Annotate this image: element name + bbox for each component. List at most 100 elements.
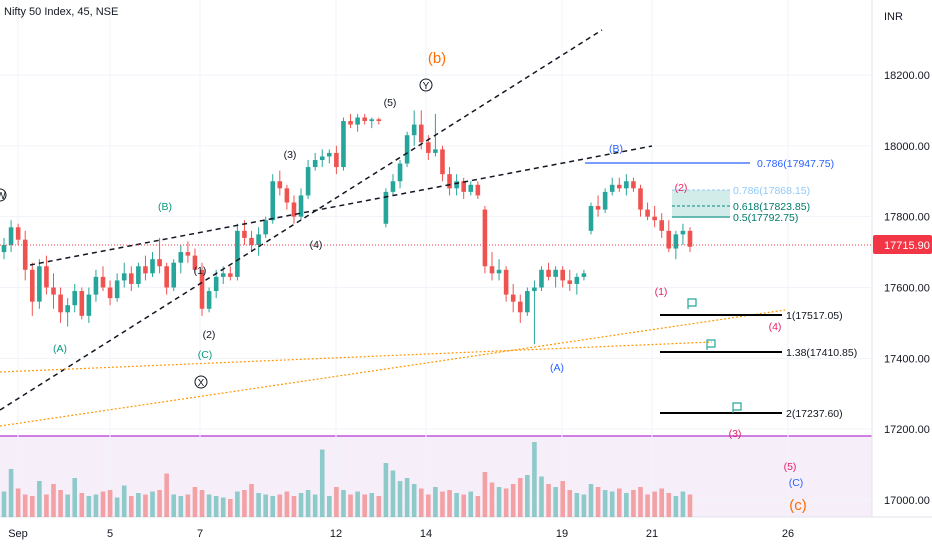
candles [1,110,693,345]
volume-bar [525,475,530,517]
volume-bar [129,496,134,517]
candle-body [595,206,601,210]
candle-body [348,121,353,125]
candle-body [616,184,622,189]
volume-bar [666,493,672,517]
volume-bar [609,491,615,517]
candle-body [235,230,240,277]
currency-label: INR [884,11,903,23]
volume-bar [185,494,191,517]
candle-body [489,266,495,274]
wave-label-C-green: (C) [198,349,213,361]
volume-bar [574,493,580,517]
price-tick-label: 17000.00 [884,495,930,507]
grid [0,0,872,517]
candle-body [129,273,134,284]
candle-body [553,269,558,277]
wave-label-5-red: (5) [784,461,797,473]
orange-trendline-2 [0,309,786,427]
candle-body [532,287,537,292]
volume-bar [213,496,219,517]
candle-body [362,117,367,122]
candle-body [496,269,502,274]
channel-lower-line [0,29,603,411]
candle-body [277,181,283,189]
candle-body [228,273,233,277]
volume-bar [270,496,276,517]
candle-body [539,269,544,288]
volume-bar [319,449,325,517]
candle-body [574,276,580,284]
price-tick-label: 17800.00 [884,212,930,224]
volume-bar [588,484,594,517]
candle-body [510,294,516,302]
volume-bar [616,488,622,517]
candle-body [270,181,276,221]
volume-bar [397,481,403,517]
candle-body [609,184,615,192]
volume-bar [143,494,148,517]
volume-bar [29,496,35,517]
wave-label-w: W [0,191,6,202]
volume-bar [602,490,608,517]
volume-bar [433,487,438,517]
price-axis[interactable]: 18200.00 18000.00 17800.00 17600.00 17400.00… [884,70,930,507]
last-price-badge [873,235,932,254]
candle-body [305,167,311,196]
volume-bar [58,490,63,517]
volume-bar [242,490,247,517]
candle-body [51,287,56,295]
candle-body [454,181,459,189]
volume-bar [164,473,169,517]
fib-label-b786: 0.786(17947.75) [757,158,834,170]
volume-bar [680,491,686,517]
volume-bar [546,484,551,517]
volume-bar [327,496,332,517]
volume-bar [107,490,113,517]
volume-bar [37,481,42,517]
candle-body [433,149,438,153]
time-tick-label: Sep [8,528,28,540]
volume-bar [334,487,339,517]
candle-body [242,230,247,238]
candle-body [263,220,268,235]
volume-bar [228,499,233,517]
volume-bar [652,491,657,517]
fib-label-t138: 1.38(17410.85) [786,347,857,359]
time-tick-label: 26 [782,528,794,540]
candle-body [22,239,28,270]
volume-bar [79,493,85,517]
candle-body [645,209,650,217]
candle-body [107,287,113,299]
last-price-text: 17715.90 [884,240,930,252]
volume-bar [93,494,99,517]
volume-bar [517,478,523,517]
volume-bar [468,491,474,517]
volume-bar [51,484,56,517]
candle-body [440,149,445,175]
price-tick-label: 17200.00 [884,424,930,436]
candle-body [334,152,339,168]
candle-body [121,273,127,281]
volume-bar [249,484,254,517]
candle-body [157,259,162,267]
candle-body [44,266,49,288]
fib-label-t1: 1(17517.05) [786,310,843,322]
price-tick-label: 17600.00 [884,283,930,295]
candle-body [404,135,410,164]
wave-label-1-red: (1) [655,286,668,298]
candle-body [383,191,389,224]
candle-body [482,209,488,267]
wave-label-c: (c) [789,497,807,514]
candle-body [185,252,191,256]
wave-label-4: (4) [310,239,323,251]
volume-bar [65,494,70,517]
volume-bar [687,494,693,517]
volume-bar [44,494,49,517]
time-axis[interactable]: Sep 5 7 12 14 19 21 26 [8,528,794,540]
wave-label-5: (5) [384,97,397,109]
wave-label-1: (1) [194,265,207,277]
fib-label-r5: 0.5(17792.75) [733,212,798,224]
